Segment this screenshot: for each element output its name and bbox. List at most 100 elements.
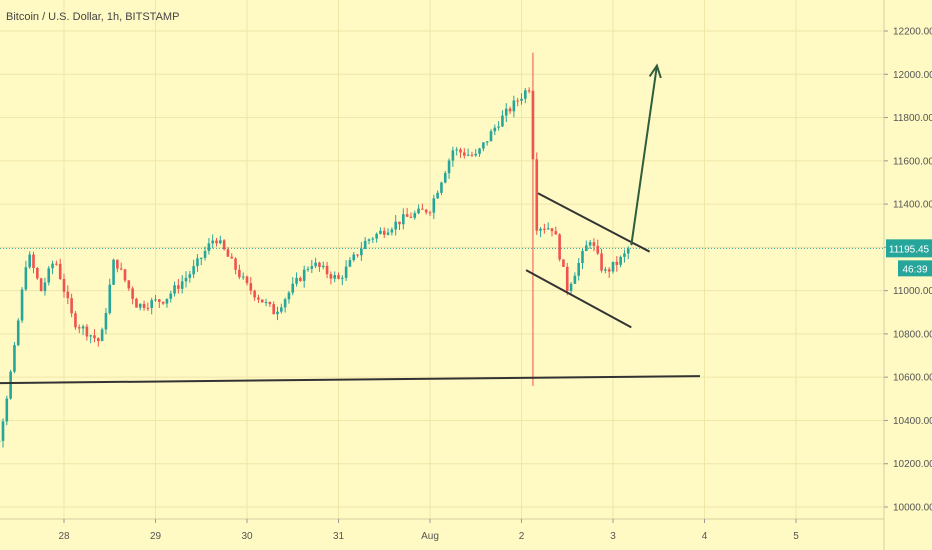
candle-body [70,298,73,314]
candle-body [43,282,47,292]
candle-body [173,285,176,294]
candle-body [238,269,241,278]
x-tick-label: 28 [58,531,70,542]
candle-body [276,311,279,315]
candle-body [626,248,630,254]
candle-body [432,198,436,213]
candle-body [596,245,600,254]
candle-body [291,283,295,293]
candle-body [241,276,245,278]
breakout-arrow-line [630,65,658,246]
candle-body [581,251,584,263]
y-tick-label: 12000.00 [893,70,932,81]
candle-body [344,266,348,278]
x-tick-label: 30 [241,531,253,542]
countdown-value: 46:39 [902,264,927,275]
candle-body [443,173,447,183]
candle-body [226,249,230,257]
candle-body [306,268,310,270]
candle-body [379,230,382,234]
candle-body [348,260,352,267]
candle-body [558,234,561,260]
candle-body [116,259,119,269]
candle-body [222,240,226,250]
candle-body [508,108,512,112]
candle-body [184,277,188,282]
candle-body [161,301,165,304]
candle-body [607,269,611,272]
candle-body [539,228,542,231]
candle-body [32,254,35,269]
y-tick-label: 11000.00 [893,286,932,297]
candle-body [482,142,485,149]
candle-body [543,228,546,230]
candle-body [180,281,184,289]
candle-body [363,240,367,249]
candle-body [177,285,180,289]
candle-body [569,283,573,292]
candle-body [478,148,481,154]
x-tick-label: 31 [333,531,345,542]
candle-body [127,280,131,289]
last-price-box [886,239,932,258]
candle-body [287,292,291,300]
candle-body [36,268,39,279]
y-tick-label: 10600.00 [893,373,932,384]
x-tick-label: 3 [610,531,616,542]
candle-body [314,262,317,267]
candle-body [280,307,283,312]
candle-body [199,257,203,259]
candle-body [302,269,306,281]
candle-body [24,267,28,290]
candle-body [39,278,43,292]
candle-body [588,242,592,246]
candle-body [421,208,424,210]
candle-body [268,302,272,305]
candle-body [66,291,70,299]
candle-body [16,320,20,346]
y-tick-label: 11600.00 [893,156,932,167]
candle-body [299,277,302,281]
candle-body [131,288,134,299]
candle-body [329,274,333,279]
candle-body [554,231,558,235]
candle-body [337,275,340,279]
y-tick-label: 12200.00 [893,27,932,38]
candle-body [352,254,356,261]
candle-body [428,212,432,214]
candle-body [264,302,268,304]
candle-body [188,274,192,278]
candle-body [409,216,413,218]
candle-body [142,303,146,308]
candle-body [489,131,493,142]
horizontal-support-line [0,375,700,385]
candle-body [497,126,500,128]
y-tick-label: 11400.00 [893,200,932,211]
candle-body [47,268,51,283]
candle-body [455,149,458,151]
x-tick-label: 2 [519,531,525,542]
candle-body [417,208,420,214]
y-tick-label: 10800.00 [893,329,932,340]
candle-body [257,297,260,300]
candle-body [493,127,497,132]
x-tick-label: 5 [793,531,799,542]
candle-body [470,154,474,156]
candle-body [565,266,569,292]
candle-body [104,313,108,330]
candle-body [382,230,386,235]
candle-body [253,290,256,298]
candle-body [451,150,455,161]
candle-body [28,254,31,268]
candle-body [219,240,222,244]
candle-body [230,256,234,259]
time-axis[interactable]: 28 29 30 31 Aug 2 3 4 5 [58,519,799,542]
candle-body [234,258,237,270]
candle-body [55,263,58,265]
candle-body [398,221,401,225]
candle-body [100,329,104,342]
price-axis[interactable]: 10000.00 10200.00 10400.00 10600.00 10800.00… [884,27,932,514]
candle-body [89,335,92,337]
candle-body [207,243,211,252]
